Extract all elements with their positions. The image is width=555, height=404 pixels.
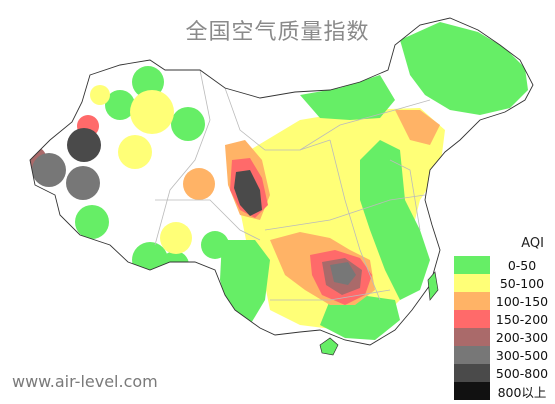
grey-spot-kashgar-1: [32, 153, 66, 187]
country-border: [29, 17, 534, 346]
green-spot-xinjiang-north: [132, 66, 164, 98]
legend-swatch-2: [454, 292, 490, 310]
grey-spot-kashgar-2: [66, 166, 100, 200]
grey-zone-gansu: [234, 170, 262, 216]
legend-label-3: 150-200: [495, 311, 549, 327]
legend-label-7: 800以上: [497, 384, 547, 400]
hainan-island: [319, 337, 339, 356]
legend-swatch-1: [454, 274, 490, 292]
border-gansu: [224, 87, 331, 151]
legend-row-0: 0-50: [454, 256, 554, 274]
legend-label-4: 200-300: [495, 329, 549, 345]
yellow-spot-xinjiang-2: [118, 135, 152, 169]
legend-row-4: 200-300: [454, 328, 554, 346]
border-inner-mongolia: [299, 99, 431, 151]
border-south: [270, 289, 391, 301]
yellow-spot-xinjiang-1: [130, 90, 174, 134]
legend-swatch-5: [454, 346, 490, 364]
orange-spot-xinjiang: [183, 168, 215, 200]
legend-swatch-3: [454, 310, 490, 328]
legend-label-1: 50-100: [499, 275, 545, 291]
dark-spot-kashgar: [67, 128, 101, 162]
yellow-spot-xinjiang-3: [90, 85, 110, 105]
province-borders: [154, 69, 431, 301]
legend-row-5: 300-500: [454, 346, 554, 364]
green-spot-xinjiang-south: [75, 205, 109, 239]
legend-swatch-0: [454, 256, 490, 274]
legend-row-7: 800以上: [454, 382, 554, 400]
border-tibet-qinghai: [155, 199, 261, 241]
taiwan-island: [427, 271, 439, 301]
legend-title: AQI: [521, 236, 544, 251]
green-spot-xinjiang-north-2: [105, 90, 135, 120]
aqi-color-layer: [30, 22, 528, 340]
green-zone-south-coast: [320, 295, 400, 340]
grey-zone-sichuan: [330, 262, 356, 285]
map-title: 全国空气质量指数: [185, 20, 370, 45]
legend-label-2: 100-150: [495, 293, 549, 309]
green-spot-tibet-south-2: [161, 251, 189, 279]
legend-label-0: 0-50: [507, 257, 537, 273]
green-spot-tibet-east: [201, 231, 229, 259]
border-east-coast: [389, 159, 421, 231]
green-zone-southwest: [220, 240, 270, 325]
orange-zone-hebei: [395, 110, 440, 145]
border-central-ew: [264, 194, 426, 231]
legend-row-6: 500-800: [454, 364, 554, 382]
green-zone-northeast: [400, 22, 528, 115]
legend-row-3: 150-200: [454, 310, 554, 328]
legend-label-5: 300-500: [495, 347, 549, 363]
green-zone-inner-mongolia: [300, 75, 395, 120]
site-footer: www.air-level.com: [12, 372, 158, 391]
legend-swatch-6: [454, 364, 490, 382]
legend-row-2: 100-150: [454, 292, 554, 310]
yellow-spot-qinghai: [160, 222, 192, 254]
border-central-ns: [329, 139, 381, 301]
legend-swatch-7: [454, 382, 490, 400]
border-xinjiang-east: [154, 69, 211, 246]
legend-swatch-4: [454, 328, 490, 346]
legend-label-6: 500-800: [495, 365, 549, 381]
green-zone-east-coast: [360, 140, 430, 300]
green-spot-xinjiang-east: [171, 107, 205, 141]
legend-row-1: 50-100: [454, 274, 554, 292]
